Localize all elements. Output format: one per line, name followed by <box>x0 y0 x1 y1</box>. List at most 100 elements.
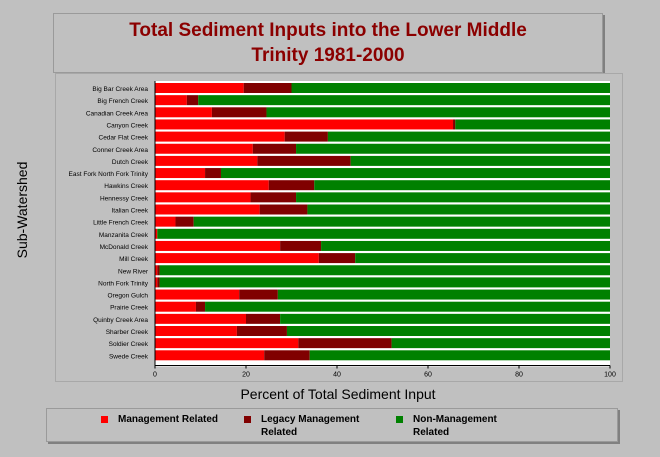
y-tick-label: Big Bar Creek Area <box>92 86 148 93</box>
bar-1-6 <box>257 155 351 166</box>
bar-2-20 <box>286 326 610 336</box>
bar-0-9 <box>155 192 251 203</box>
bar-2-12 <box>157 228 610 239</box>
chart-title: Total Sediment Inputs into the Lower Mid… <box>129 20 527 66</box>
bar-0-16 <box>155 277 158 288</box>
bar-1-1 <box>186 95 199 106</box>
bar-2-7 <box>220 168 610 179</box>
y-tick-label: Hawkins Creek <box>104 183 148 190</box>
bar-1-20 <box>236 326 287 336</box>
y-tick-label: New River <box>118 268 149 275</box>
legend: Management Related Legacy Management Rel… <box>46 408 618 442</box>
legend-swatch-non-management <box>396 416 403 423</box>
bar-0-15 <box>155 265 158 276</box>
y-tick-label: Soldier Creek <box>109 341 149 348</box>
bar-0-11 <box>155 216 176 227</box>
y-tick-label: East Fork North Fork Trinity <box>69 171 149 178</box>
y-tick-label: Manzanita Creek <box>99 232 149 239</box>
bar-0-10 <box>155 204 260 215</box>
bar-1-14 <box>318 253 356 264</box>
y-tick-label: North Fork Trinity <box>98 280 149 287</box>
bar-0-19 <box>155 313 246 324</box>
bar-0-6 <box>155 155 258 166</box>
bar-1-22 <box>264 350 310 361</box>
bar-2-17 <box>277 289 610 300</box>
x-tick-label: 100 <box>604 371 616 378</box>
y-tick-label: Dutch Creek <box>112 159 149 166</box>
bar-1-19 <box>246 313 281 324</box>
bar-1-3 <box>453 119 456 130</box>
bar-0-2 <box>155 107 212 118</box>
legend-swatch-management <box>101 416 108 423</box>
y-tick-label: Quinby Creek Area <box>93 317 148 324</box>
y-tick-label: Little French Creek <box>93 220 149 227</box>
x-tick-label: 40 <box>333 371 341 378</box>
bar-2-9 <box>296 192 610 203</box>
x-tick-label: 60 <box>424 371 432 378</box>
bar-2-3 <box>455 119 610 130</box>
bar-0-18 <box>155 301 196 312</box>
bar-0-3 <box>155 119 454 130</box>
bar-0-7 <box>155 168 206 179</box>
y-tick-label: Cedar Flat Creek <box>99 135 149 142</box>
bar-0-8 <box>155 180 269 191</box>
bar-2-2 <box>266 107 610 118</box>
bar-1-9 <box>250 192 297 203</box>
legend-swatch-legacy <box>244 416 251 423</box>
bar-1-17 <box>239 289 278 300</box>
x-tick-label: 20 <box>242 371 250 378</box>
legend-label-non-management-line1: Non-Management <box>413 414 497 425</box>
bar-2-1 <box>198 95 610 106</box>
legend-label-management: Management Related <box>118 414 219 425</box>
bar-2-6 <box>350 155 610 166</box>
bar-0-20 <box>155 326 237 336</box>
bar-2-13 <box>321 240 610 251</box>
bar-1-18 <box>195 301 206 312</box>
bar-1-5 <box>252 143 297 154</box>
bar-2-14 <box>355 253 610 264</box>
legend-label-non-management-line2: Related <box>413 427 450 438</box>
y-tick-label: Conner Creek Area <box>92 147 148 154</box>
bar-2-5 <box>296 143 610 154</box>
bar-1-11 <box>175 216 194 227</box>
x-tick-label: 80 <box>515 371 523 378</box>
bar-2-16 <box>159 277 611 288</box>
x-tick-label: 0 <box>153 371 157 378</box>
bar-1-16 <box>157 277 160 288</box>
x-axis-label: Percent of Total Sediment Input <box>240 386 436 402</box>
legend-label-legacy-line1: Legacy Management <box>261 414 360 425</box>
bar-2-15 <box>159 265 611 276</box>
bar-2-19 <box>280 313 610 324</box>
bar-0-22 <box>155 350 265 361</box>
bar-2-18 <box>205 301 611 312</box>
bar-2-0 <box>291 83 610 93</box>
chart-title-box: Total Sediment Inputs into the Lower Mid… <box>53 13 603 73</box>
y-tick-label: Canadian Creek Area <box>86 110 149 117</box>
y-tick-label: Sharber Creek <box>106 329 149 336</box>
legend-item-management: Management Related <box>101 413 238 426</box>
y-tick-label: Italian Creek <box>112 208 149 215</box>
bar-1-4 <box>284 131 328 142</box>
bar-0-4 <box>155 131 285 142</box>
bar-2-8 <box>314 180 610 191</box>
legend-item-legacy: Legacy Management Related <box>244 413 381 439</box>
y-tick-label: Prairie Creek <box>110 305 149 312</box>
bar-0-13 <box>155 240 281 251</box>
bar-0-0 <box>155 83 244 93</box>
bar-1-7 <box>205 168 221 179</box>
bar-2-21 <box>391 338 610 349</box>
legend-label-legacy-line2: Related <box>261 427 298 438</box>
bar-0-21 <box>155 338 299 349</box>
y-axis-label: Sub-Watershed <box>14 161 30 259</box>
y-tick-label: Canyon Creek <box>106 122 148 129</box>
bar-2-4 <box>327 131 610 142</box>
y-tick-label: Mill Creek <box>119 256 149 263</box>
bar-1-10 <box>259 204 308 215</box>
bar-1-2 <box>211 107 267 118</box>
bar-2-11 <box>193 216 611 227</box>
bar-2-10 <box>307 204 610 215</box>
bar-0-14 <box>155 253 319 264</box>
bar-1-0 <box>243 83 292 93</box>
bar-1-21 <box>298 338 392 349</box>
